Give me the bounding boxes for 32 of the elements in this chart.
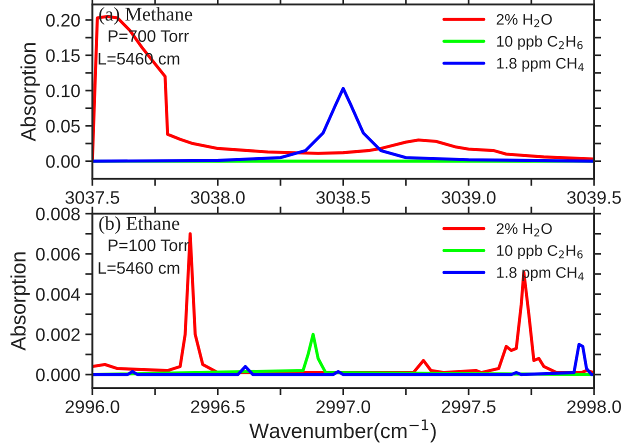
x-tick-label: 2996.0 (66, 400, 120, 414)
y-axis-title: Absorption (20, 43, 40, 142)
y-tick-label: 0.05 (46, 120, 80, 133)
y-tick-label: 0.008 (36, 208, 80, 220)
y-tick-label: 0.000 (36, 368, 80, 382)
legend-label: 10 ppb C$_{2}$H$_{6}$ (497, 244, 583, 259)
x-tick-label: 3037.5 (65, 191, 120, 204)
legend-label: 10 ppb C$_{2}$H$_{6}$ (497, 35, 583, 50)
line-series (92, 342, 594, 376)
y-tick-label: 0.20 (46, 14, 80, 27)
y-tick-label: 0.10 (46, 84, 80, 98)
x-tick-label: 2997.0 (316, 400, 370, 414)
y-tick-label: 0.002 (36, 328, 80, 342)
x-tick-label: 2998.0 (567, 400, 621, 414)
x-tick-label: 2996.5 (191, 400, 245, 414)
legend-label: 2% H$_{2}$O (496, 14, 552, 28)
line-series (92, 86, 594, 163)
y-tick-label: 0.004 (36, 288, 80, 301)
x-axis-title: Wavenumber(cm$^{−1}$) (249, 419, 436, 442)
y-tick-label: 0.15 (46, 49, 80, 62)
y-tick-label: 0.006 (36, 248, 80, 261)
x-tick-label: 3039.0 (442, 191, 496, 204)
annotation: L=5460 cm (98, 262, 180, 274)
x-tick-label: 3038.5 (316, 191, 370, 204)
x-tick-label: 3038.0 (190, 191, 245, 204)
legend-label: 1.8 ppm CH$_{4}$ (497, 58, 584, 72)
x-tick-label: 3039.5 (567, 191, 621, 204)
y-axis-title: Absorption (10, 252, 30, 351)
y-tick-label: 0.00 (46, 155, 80, 168)
x-tick-label: 2997.5 (442, 400, 496, 414)
annotation: (b) Ethane (99, 216, 180, 234)
legend-label: 2% H$_{2}$O (496, 223, 552, 236)
